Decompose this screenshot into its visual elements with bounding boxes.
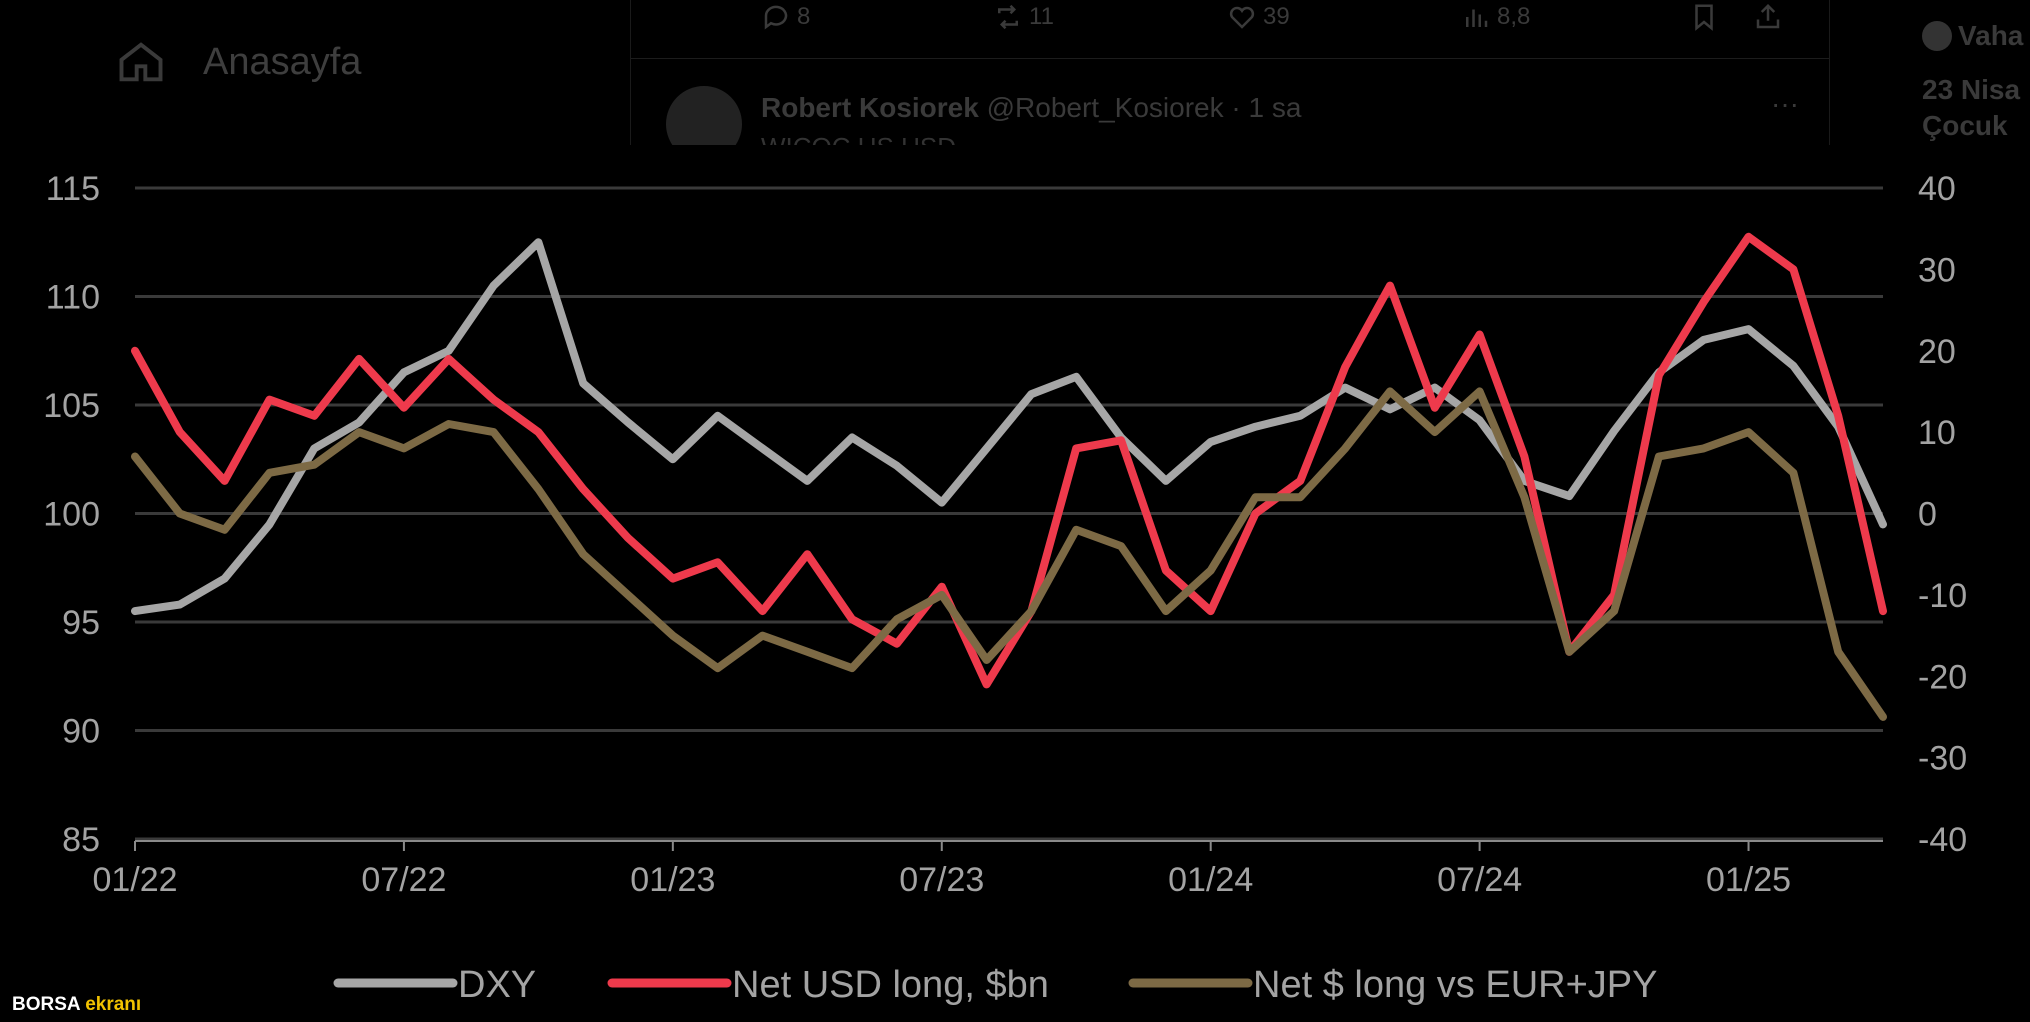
retweet-icon — [998, 4, 1018, 30]
like-count: 39 — [1263, 3, 1290, 30]
retweet-button[interactable]: 11 — [993, 2, 1054, 32]
y-right-tick-label: 20 — [1918, 333, 1956, 371]
y-right-tick-label: 30 — [1918, 251, 1956, 289]
y-right-tick-label: 40 — [1918, 170, 1956, 208]
y-right-tick-label: 0 — [1918, 496, 1937, 534]
legend-dxy-label: DXY — [458, 964, 536, 1006]
y-left-tick-label: 90 — [62, 713, 100, 751]
share-button[interactable] — [1753, 2, 1783, 32]
x-tick-label: 07/23 — [899, 861, 984, 899]
share-icon — [1756, 3, 1780, 29]
tweet-divider — [631, 58, 1829, 59]
y-right-tick-label: -10 — [1918, 577, 1967, 615]
trend-account-name: Vaha — [1958, 20, 2024, 51]
x-tick-label: 01/22 — [92, 861, 177, 899]
trending-panel: Vaha 23 Nisa Çocuk — [1922, 20, 2030, 145]
author-handle[interactable]: @Robert_Kosiorek — [986, 92, 1224, 123]
dxy-series-line — [131, 238, 1887, 616]
bookmark-icon — [1695, 4, 1713, 31]
background-tweet-ui: Anasayfa 8 11 39 8,8 — [0, 0, 2030, 162]
watermark-text-2: ekranı — [85, 994, 142, 1015]
home-icon — [119, 42, 163, 82]
x-tick-label: 07/24 — [1437, 861, 1522, 899]
reply-icon — [764, 5, 788, 30]
y-right-tick-label: -30 — [1918, 740, 1967, 778]
trend-account[interactable]: Vaha — [1922, 20, 2030, 52]
watermark-logo: BORSA ekranı — [12, 994, 141, 1016]
net-usd-series-line — [131, 232, 1887, 689]
trend-line-1[interactable]: 23 Nisa — [1922, 74, 2021, 105]
y-right-tick-label: -20 — [1918, 658, 1967, 696]
views-chart-icon — [1466, 9, 1488, 27]
x-tick-label: 01/23 — [630, 861, 715, 899]
x-tick-label: 01/24 — [1168, 861, 1253, 899]
heart-icon — [1229, 6, 1255, 29]
like-button[interactable]: 39 — [1227, 2, 1290, 32]
y-right-tick-label: -40 — [1918, 821, 1967, 859]
legend-net-eur-jpy-label: Net $ long vs EUR+JPY — [1253, 964, 1657, 1006]
y-left-tick-label: 95 — [62, 604, 100, 642]
retweet-count: 11 — [1029, 3, 1054, 30]
x-tick-label: 01/25 — [1706, 861, 1791, 899]
watermark-text-1: BORSA — [12, 994, 80, 1015]
tweet-actions: 8 11 39 8,8 — [761, 0, 1801, 40]
tweet-author: Robert Kosiorek @Robert_Kosiorek · 1 sa — [761, 92, 1301, 124]
author-name[interactable]: Robert Kosiorek — [761, 92, 979, 123]
legend-net-usd-label: Net USD long, $bn — [732, 964, 1049, 1006]
sidebar-item-home[interactable]: Anasayfa — [115, 32, 361, 92]
y-right-tick-label: 10 — [1918, 414, 1956, 452]
chart-panel: 115 110 105 100 95 90 85 40 30 20 10 0 -10 -20 -30 -40 0… — [0, 145, 2030, 1022]
x-tick-label: 07/22 — [361, 861, 446, 899]
sidebar-item-label: Anasayfa — [203, 40, 362, 83]
tweet-card: 8 11 39 8,8 Robert Kosiorek — [630, 0, 1830, 162]
bookmark-button[interactable] — [1689, 2, 1719, 32]
tweet-time: · 1 sa — [1231, 92, 1302, 123]
trend-line-2[interactable]: Çocuk — [1922, 110, 2008, 141]
net-eur-jpy-series-line — [131, 387, 1887, 721]
more-options-button[interactable]: ··· — [1771, 88, 1799, 119]
views-count: 8,8 — [1497, 3, 1531, 30]
reply-button[interactable]: 8 — [761, 2, 810, 32]
views-button[interactable]: 8,8 — [1461, 2, 1530, 32]
y-left-tick-label: 105 — [43, 387, 100, 425]
line-chart: 115110105100959085403020100-10-20-30-400… — [43, 170, 1967, 1006]
y-left-tick-label: 100 — [43, 496, 100, 534]
account-avatar — [1922, 21, 1952, 51]
y-left-tick-label: 115 — [46, 170, 100, 208]
reply-count: 8 — [797, 3, 811, 30]
y-left-tick-label: 85 — [62, 821, 100, 859]
y-left-tick-label: 110 — [46, 279, 100, 317]
